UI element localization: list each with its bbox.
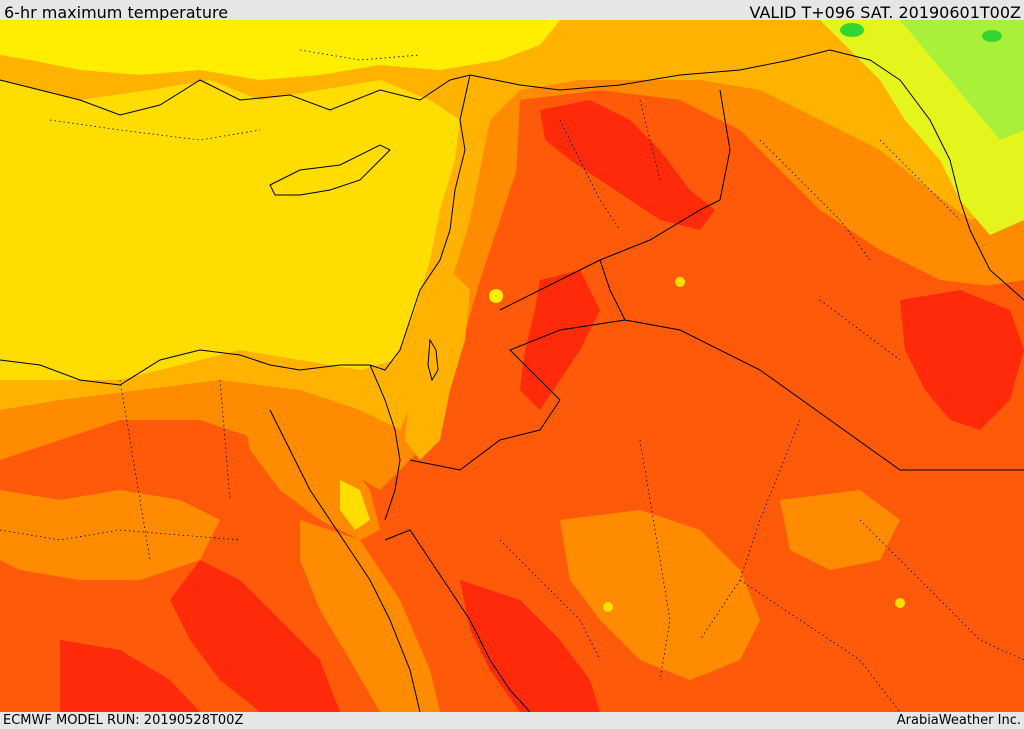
temperature-map [0,20,1024,712]
orange-zone-arabia-east [780,490,900,570]
yellow-speck-1 [675,277,685,287]
iraq-saudi-border [599,259,1024,471]
yellow-zone-north-coast [0,20,560,80]
iraq-iran-border [789,49,1024,301]
yellow-speck-2 [603,602,613,612]
footer-bar: ECMWF MODEL RUN: 20190528T00Z ArabiaWeat… [0,712,1024,729]
orange-zone-egypt-desert [0,490,220,580]
orange-zone-arabia-central [560,510,760,680]
red-zone-saudi [460,580,600,712]
yellow-spot-sinai [340,480,370,530]
orange-zone-red-sea [300,520,440,712]
cyprus-outline [269,144,391,196]
red-sea-east-coastline [384,529,531,712]
egypt-north-coastline [0,349,370,386]
red-zone-egypt-south [170,560,340,712]
header-bar: 6-hr maximum temperature VALID T+096 SAT… [0,0,1024,22]
levant-coastline [369,149,466,371]
syria-iraq-border [499,89,731,311]
internal-boundaries [0,49,1024,712]
light-green-zone-northeast [900,20,1024,140]
yellow-zone-mediterranean [0,80,460,380]
model-run-label: ECMWF MODEL RUN: 20190528T00Z [3,713,244,728]
green-spot-2 [982,30,1002,42]
valid-time-label: VALID T+096 SAT. 20190601T00Z [749,3,1021,22]
jordan-saudi-border [409,319,626,471]
yellow-speck-3 [895,598,905,608]
red-zone-jordan [520,270,600,410]
turkey-syria-border [469,59,791,91]
credit-label: ArabiaWeather Inc. [896,713,1021,728]
map-canvas [0,20,1024,712]
green-spot-1 [840,23,864,37]
red-zone-egypt-west [60,640,200,712]
gulf-of-suez-coastline [269,409,421,712]
egypt-israel-border [369,364,401,521]
red-zone-syria [540,100,715,230]
dead-sea-outline [427,338,439,382]
turkey-south-coastline [0,74,471,151]
red-zone-iraq-south [900,290,1024,430]
map-title: 6-hr maximum temperature [4,3,229,22]
yellow-speck-4 [489,289,503,303]
